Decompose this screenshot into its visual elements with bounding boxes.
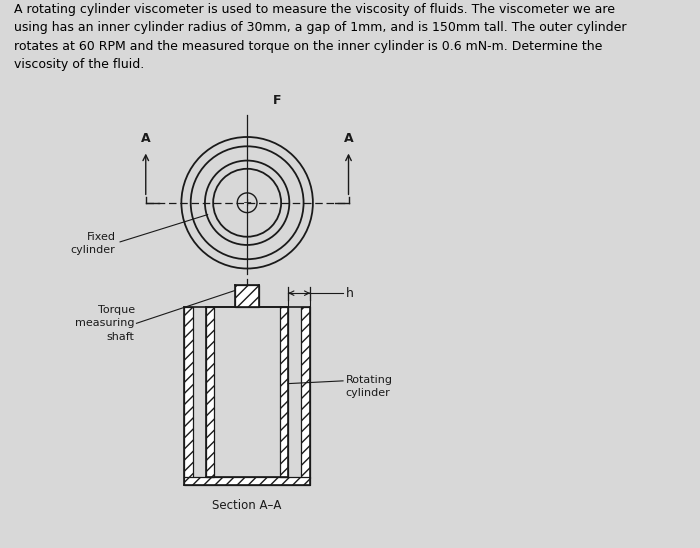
Bar — [206, 307, 214, 477]
Bar — [184, 307, 193, 478]
Text: Fixed
cylinder: Fixed cylinder — [71, 232, 116, 255]
Bar — [302, 307, 310, 478]
Text: A rotating cylinder viscometer is used to measure the viscosity of fluids. The v: A rotating cylinder viscometer is used t… — [14, 3, 626, 71]
Text: F: F — [273, 94, 281, 107]
Text: A: A — [344, 132, 354, 145]
Text: h: h — [346, 287, 354, 300]
Bar — [184, 477, 310, 485]
Bar — [280, 307, 288, 477]
Bar — [235, 285, 259, 307]
Text: Rotating
cylinder: Rotating cylinder — [346, 375, 393, 398]
Text: +: + — [242, 198, 252, 208]
Text: Torque
measuring
shaft: Torque measuring shaft — [76, 305, 135, 341]
Text: A: A — [141, 132, 150, 145]
Text: Section A–A: Section A–A — [212, 499, 282, 512]
